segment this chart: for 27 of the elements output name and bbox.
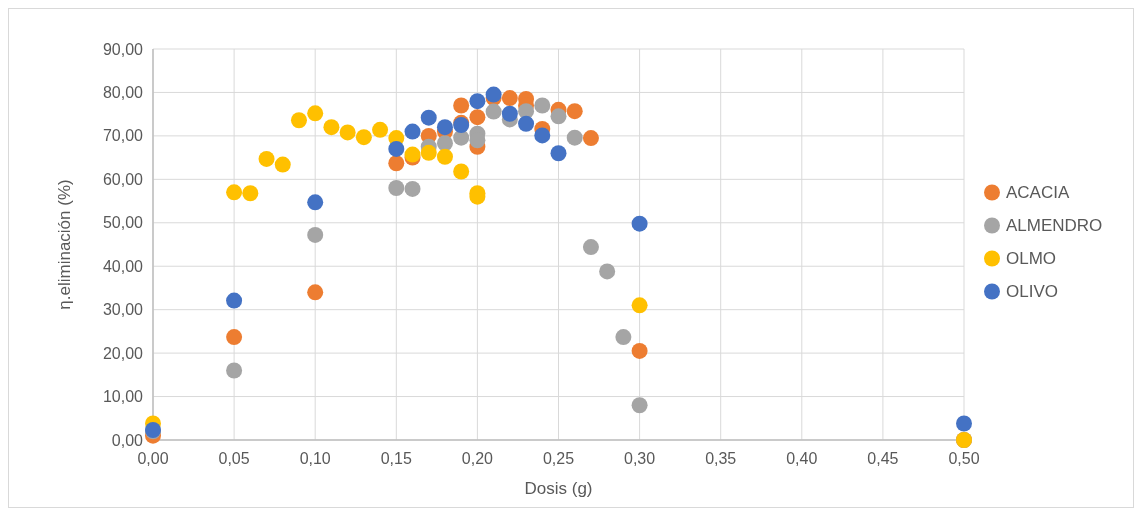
x-tick-label: 0,35 bbox=[705, 450, 737, 467]
x-tick-label: 0,40 bbox=[786, 450, 818, 467]
x-tick-label: 0,25 bbox=[542, 450, 575, 467]
legend-label: OLMO bbox=[1006, 249, 1057, 269]
y-tick-label: 30,00 bbox=[102, 301, 144, 319]
y-tick-label: 60,00 bbox=[102, 170, 144, 188]
x-tick-label: 0,00 bbox=[137, 450, 169, 467]
y-tick-label: 20,00 bbox=[102, 344, 144, 362]
y-axis-title: η.eliminación (%) bbox=[55, 179, 74, 310]
y-tick-label: 10,00 bbox=[102, 388, 144, 406]
x-axis-title: Dosis (g) bbox=[524, 479, 593, 498]
legend-label: ALMENDRO bbox=[1006, 216, 1103, 236]
y-tick-label: 80,00 bbox=[102, 84, 144, 102]
y-tick-label: 50,00 bbox=[102, 214, 144, 232]
y-tick-label: 70,00 bbox=[102, 127, 144, 145]
x-tick-label: 0,10 bbox=[299, 450, 331, 467]
x-tick-label: 0,20 bbox=[461, 450, 494, 467]
x-tick-label: 0,05 bbox=[218, 450, 250, 467]
y-tick-label: 40,00 bbox=[102, 257, 144, 275]
y-tick-label: 0,00 bbox=[111, 431, 144, 449]
x-tick-label: 0,30 bbox=[624, 450, 656, 467]
legend-label: ACACIA bbox=[1006, 183, 1070, 203]
x-tick-label: 0,45 bbox=[867, 450, 899, 467]
x-tick-label: 0,50 bbox=[948, 450, 980, 467]
y-tick-label: 90,00 bbox=[102, 40, 144, 58]
legend-label: OLIVO bbox=[1006, 282, 1058, 302]
x-tick-label: 0,15 bbox=[380, 450, 412, 467]
